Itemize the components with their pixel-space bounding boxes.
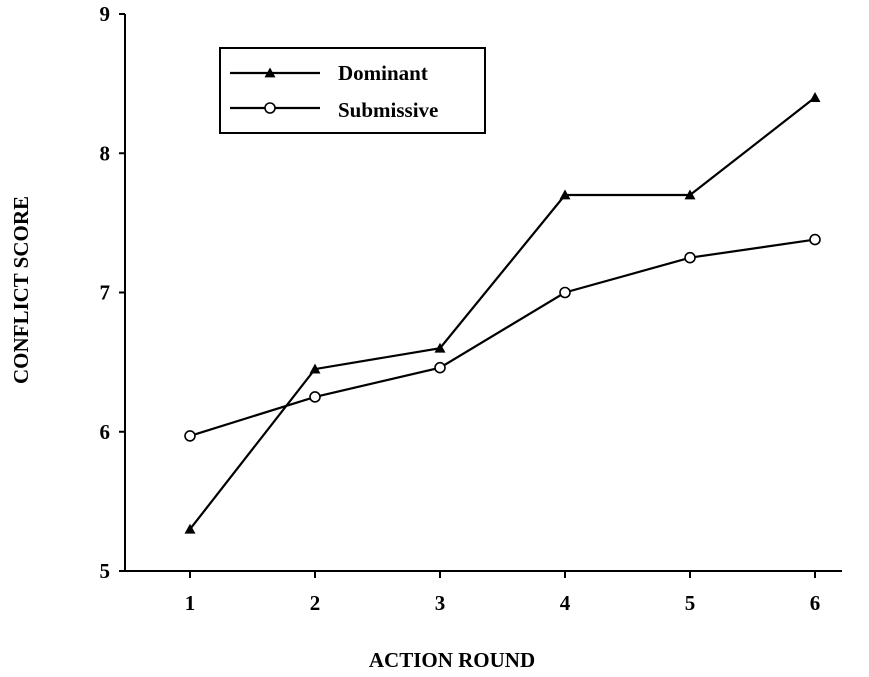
legend-marker-dominant bbox=[264, 67, 276, 78]
legend: Dominant Submissive bbox=[219, 47, 486, 134]
data-point-submissive bbox=[434, 361, 446, 374]
legend-label-submissive: Submissive bbox=[338, 98, 438, 122]
series-line-submissive bbox=[189, 238, 816, 437]
x-ticks: 1 2 3 4 5 6 bbox=[185, 571, 821, 615]
x-axis-title: ACTION ROUND bbox=[369, 648, 535, 672]
series-layer bbox=[184, 92, 821, 534]
x-tick-label: 3 bbox=[435, 591, 446, 615]
x-tick-label: 2 bbox=[310, 591, 321, 615]
data-point-submissive bbox=[559, 286, 571, 299]
data-point-dominant bbox=[309, 363, 321, 374]
x-tick-label: 6 bbox=[810, 591, 821, 615]
data-point-dominant bbox=[684, 189, 696, 200]
data-point-dominant bbox=[184, 523, 196, 534]
y-tick-label: 7 bbox=[100, 281, 111, 305]
data-point-submissive bbox=[309, 391, 321, 403]
x-tick-label: 1 bbox=[185, 591, 196, 615]
data-point-submissive bbox=[684, 251, 696, 264]
x-tick-label: 4 bbox=[560, 591, 571, 615]
y-axis-title: CONFLICT SCORE bbox=[9, 196, 33, 384]
y-ticks: 5 6 7 8 9 bbox=[100, 2, 125, 583]
data-point-dominant bbox=[434, 342, 446, 353]
legend-box bbox=[219, 47, 486, 134]
data-point-submissive bbox=[809, 233, 821, 246]
x-tick-label: 5 bbox=[685, 591, 696, 615]
y-tick-label: 5 bbox=[100, 559, 111, 583]
data-point-dominant bbox=[809, 92, 821, 102]
legend-label-dominant: Dominant bbox=[338, 61, 428, 85]
data-point-submissive bbox=[184, 430, 196, 442]
y-tick-label: 8 bbox=[100, 141, 111, 165]
series-line-dominant bbox=[189, 96, 816, 530]
y-tick-label: 9 bbox=[100, 2, 111, 26]
y-tick-label: 6 bbox=[100, 420, 111, 444]
data-point-dominant bbox=[559, 189, 571, 200]
legend-marker-submissive bbox=[264, 102, 276, 114]
